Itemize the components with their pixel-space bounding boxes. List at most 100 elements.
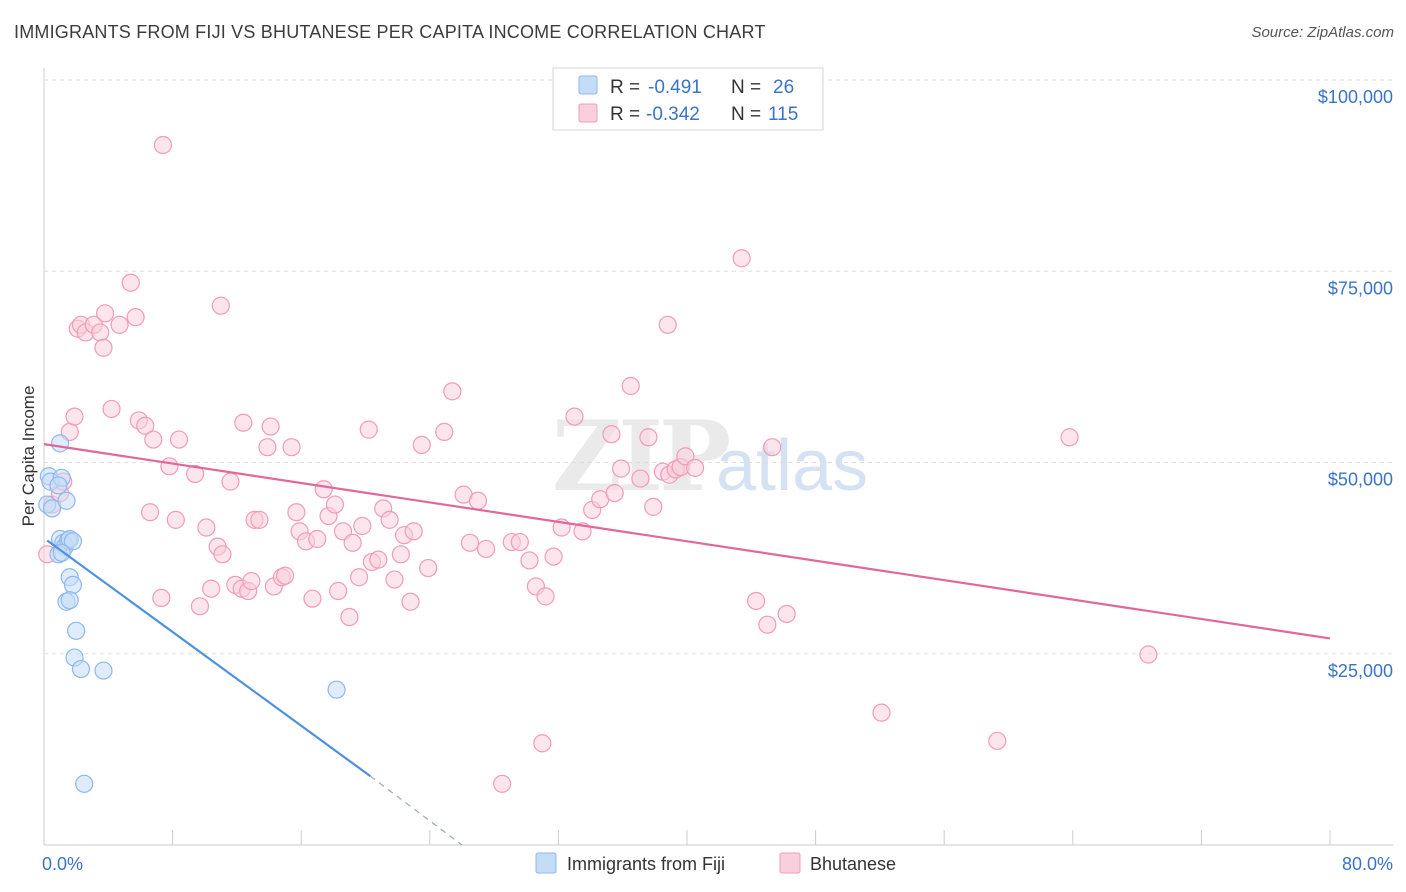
bhutanese-point xyxy=(234,413,253,432)
x-ticks xyxy=(172,830,1331,845)
x-tick-label-min: 0.0% xyxy=(42,854,83,874)
legend-swatch-fiji xyxy=(578,75,598,95)
bhutanese-point xyxy=(763,438,782,457)
y-tick-label: $75,000 xyxy=(1328,278,1393,298)
bhutanese-point xyxy=(258,438,277,457)
bhutanese-point xyxy=(169,430,189,449)
bhutanese-point xyxy=(544,547,563,566)
fiji-trend-line xyxy=(46,539,371,778)
bhutanese-point xyxy=(121,273,140,292)
bhutanese-point xyxy=(303,589,322,608)
bhutanese-point xyxy=(126,308,145,327)
bottom-legend-swatch-fiji xyxy=(535,852,557,874)
bhutanese-point xyxy=(621,376,640,396)
bhutanese-point xyxy=(343,533,362,552)
bhutanese-point xyxy=(261,417,280,436)
bhutanese-point xyxy=(211,296,230,315)
legend-n-label-bhutanese: N = xyxy=(731,104,761,125)
bhutanese-point xyxy=(732,249,751,268)
bhutanese-point xyxy=(658,315,677,334)
bottom-legend-label-bhutanese: Bhutanese xyxy=(810,854,896,874)
bhutanese-point xyxy=(153,135,173,155)
bhutanese-point xyxy=(988,731,1007,751)
y-tick-label: $25,000 xyxy=(1328,661,1393,681)
bhutanese-point xyxy=(758,615,777,634)
bhutanese-point xyxy=(412,435,431,455)
bhutanese-point xyxy=(65,407,84,426)
fiji-point xyxy=(49,476,68,495)
bhutanese-point xyxy=(353,516,372,536)
bhutanese-point xyxy=(435,422,454,441)
legend-n-value-fiji: 26 xyxy=(773,77,794,98)
fiji-point xyxy=(75,774,94,793)
bhutanese-point xyxy=(186,464,205,484)
chart-source: Source: ZipAtlas.com xyxy=(1251,24,1394,41)
bhutanese-point xyxy=(1139,645,1158,664)
legend-n-label-fiji: N = xyxy=(731,77,761,98)
y-tick-labels: $25,000 $50,000 $75,000 $100,000 xyxy=(1318,87,1393,681)
bhutanese-point xyxy=(197,518,216,537)
bhutanese-point xyxy=(747,591,766,611)
bhutanese-point xyxy=(644,497,663,516)
bhutanese-trend-line xyxy=(43,443,1331,640)
bhutanese-point xyxy=(202,579,221,598)
bhutanese-point xyxy=(1060,428,1079,447)
fiji-point xyxy=(42,499,62,518)
x-tick-label-max: 80.0% xyxy=(1342,854,1393,874)
fiji-point xyxy=(50,434,70,453)
bhutanese-point xyxy=(282,438,301,457)
fiji-point xyxy=(63,532,83,551)
trend-lines xyxy=(43,443,1331,846)
data-points xyxy=(38,135,1158,793)
bhutanese-point xyxy=(250,510,269,529)
bhutanese-point xyxy=(685,458,705,477)
bhutanese-point xyxy=(404,522,423,541)
bhutanese-point xyxy=(565,407,584,426)
legend-r-value-fiji: -0.491 xyxy=(648,77,702,98)
watermark-atlas: atlas xyxy=(716,426,868,506)
bhutanese-point xyxy=(166,510,185,529)
bhutanese-point xyxy=(349,568,369,587)
correlation-legend: R = -0.491 N = 26 R = -0.342 N = 115 xyxy=(552,67,824,131)
bhutanese-point xyxy=(536,587,555,606)
bhutanese-point xyxy=(152,588,171,608)
bhutanese-point xyxy=(385,570,404,589)
bhutanese-point xyxy=(520,551,539,570)
bhutanese-point xyxy=(391,545,410,564)
bhutanese-point xyxy=(476,539,496,559)
bhutanese-point xyxy=(460,533,480,552)
bhutanese-point xyxy=(314,480,333,499)
bhutanese-point xyxy=(639,428,658,447)
bottom-legend-swatch-bhutanese xyxy=(779,852,801,874)
fiji-point xyxy=(67,621,86,640)
bhutanese-point xyxy=(369,550,388,569)
bhutanese-point xyxy=(419,558,438,578)
bhutanese-point xyxy=(401,592,420,611)
legend-r-value-bhutanese: -0.342 xyxy=(646,104,700,125)
bhutanese-point xyxy=(872,703,891,722)
bhutanese-point xyxy=(611,459,631,478)
bhutanese-point xyxy=(631,469,650,488)
grid-lines xyxy=(44,79,1393,655)
fiji-point xyxy=(57,491,76,510)
chart-title: IMMIGRANTS FROM FIJI VS BHUTANESE PER CA… xyxy=(14,22,766,42)
bhutanese-point xyxy=(95,304,115,323)
legend-r-label-bhutanese: R = xyxy=(610,104,640,125)
bhutanese-point xyxy=(443,382,462,401)
bhutanese-point xyxy=(777,604,796,624)
fiji-point xyxy=(60,591,79,610)
y-tick-label: $50,000 xyxy=(1328,470,1393,490)
bhutanese-point xyxy=(287,503,306,522)
watermark: ZIP atlas xyxy=(552,400,868,513)
bhutanese-point xyxy=(493,774,512,793)
bhutanese-point xyxy=(110,315,129,334)
bhutanese-point xyxy=(102,399,121,419)
bhutanese-point xyxy=(140,503,160,522)
fiji-point xyxy=(327,680,346,699)
bhutanese-point xyxy=(380,510,399,529)
bhutanese-point xyxy=(242,571,261,591)
bhutanese-point xyxy=(359,420,378,439)
bhutanese-point xyxy=(91,323,110,342)
fiji-point xyxy=(63,575,83,595)
bottom-legend-label-fiji: Immigrants from Fiji xyxy=(567,854,725,874)
